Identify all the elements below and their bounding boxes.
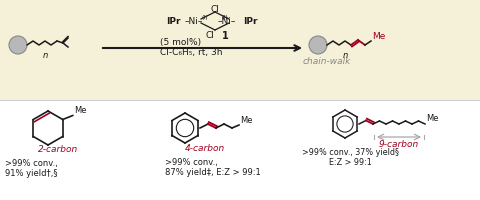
Circle shape <box>9 37 27 55</box>
Text: Me: Me <box>74 106 86 115</box>
Text: IPr: IPr <box>167 17 181 26</box>
Text: (I): (I) <box>222 14 228 19</box>
Text: 2-carbon: 2-carbon <box>38 145 78 154</box>
Text: Cl: Cl <box>211 4 219 13</box>
Text: Cl: Cl <box>205 31 215 40</box>
Text: 1: 1 <box>222 31 229 41</box>
Circle shape <box>309 37 327 55</box>
Text: 87% yield‡, E:Z > 99:1: 87% yield‡, E:Z > 99:1 <box>165 168 261 177</box>
Text: >99% conv., 37% yield§: >99% conv., 37% yield§ <box>301 148 398 157</box>
Text: $n$: $n$ <box>342 51 348 60</box>
Text: 9-carbon: 9-carbon <box>379 140 419 149</box>
Text: >99% conv.,: >99% conv., <box>165 158 218 167</box>
Text: (I): (I) <box>202 14 208 19</box>
Text: 4-carbon: 4-carbon <box>185 144 225 153</box>
Text: E:Z > 99:1: E:Z > 99:1 <box>329 158 372 167</box>
Text: Me: Me <box>240 115 252 124</box>
Text: Me: Me <box>372 32 385 41</box>
Text: –Ni–: –Ni– <box>218 17 236 26</box>
Text: $n$: $n$ <box>42 51 48 60</box>
Text: Me: Me <box>426 113 439 122</box>
Bar <box>0 0 480 100</box>
Bar <box>0 100 480 200</box>
Text: (5 mol%): (5 mol%) <box>160 37 201 46</box>
Text: >99% conv.,: >99% conv., <box>5 159 58 168</box>
Text: –Ni–: –Ni– <box>185 17 204 26</box>
Text: 91% yield†,§: 91% yield†,§ <box>5 169 58 178</box>
Text: Cl-C₆H₅, rt, 3h: Cl-C₆H₅, rt, 3h <box>160 47 223 56</box>
Text: IPr: IPr <box>243 17 257 26</box>
Text: chain-walk: chain-walk <box>302 57 351 66</box>
